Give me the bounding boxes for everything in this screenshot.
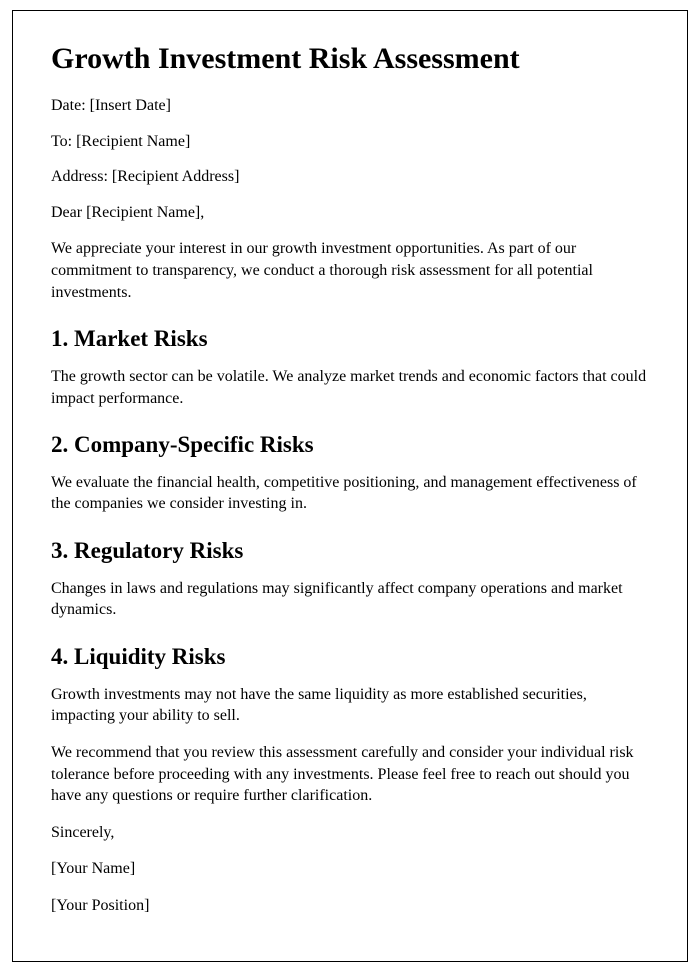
salutation: Dear [Recipient Name], <box>51 202 649 224</box>
section-body-company-risks: We evaluate the financial health, compet… <box>51 472 649 515</box>
section-heading-market-risks: 1. Market Risks <box>51 325 649 354</box>
intro-paragraph: We appreciate your interest in our growt… <box>51 238 649 303</box>
meta-to: To: [Recipient Name] <box>51 131 649 153</box>
page: Growth Investment Risk Assessment Date: … <box>0 0 700 974</box>
meta-block: Date: [Insert Date] To: [Recipient Name]… <box>51 95 649 188</box>
section-heading-regulatory-risks: 3. Regulatory Risks <box>51 537 649 566</box>
document-title: Growth Investment Risk Assessment <box>51 41 649 77</box>
signoff-position: [Your Position] <box>51 895 649 917</box>
section-heading-liquidity-risks: 4. Liquidity Risks <box>51 643 649 672</box>
signoff-name: [Your Name] <box>51 858 649 880</box>
section-heading-company-risks: 2. Company-Specific Risks <box>51 431 649 460</box>
document-sheet: Growth Investment Risk Assessment Date: … <box>12 10 688 962</box>
signoff-sincerely: Sincerely, <box>51 822 649 844</box>
meta-date: Date: [Insert Date] <box>51 95 649 117</box>
section-body-liquidity-risks: Growth investments may not have the same… <box>51 684 649 727</box>
closing-paragraph: We recommend that you review this assess… <box>51 742 649 807</box>
section-body-regulatory-risks: Changes in laws and regulations may sign… <box>51 578 649 621</box>
section-body-market-risks: The growth sector can be volatile. We an… <box>51 366 649 409</box>
meta-address: Address: [Recipient Address] <box>51 166 649 188</box>
